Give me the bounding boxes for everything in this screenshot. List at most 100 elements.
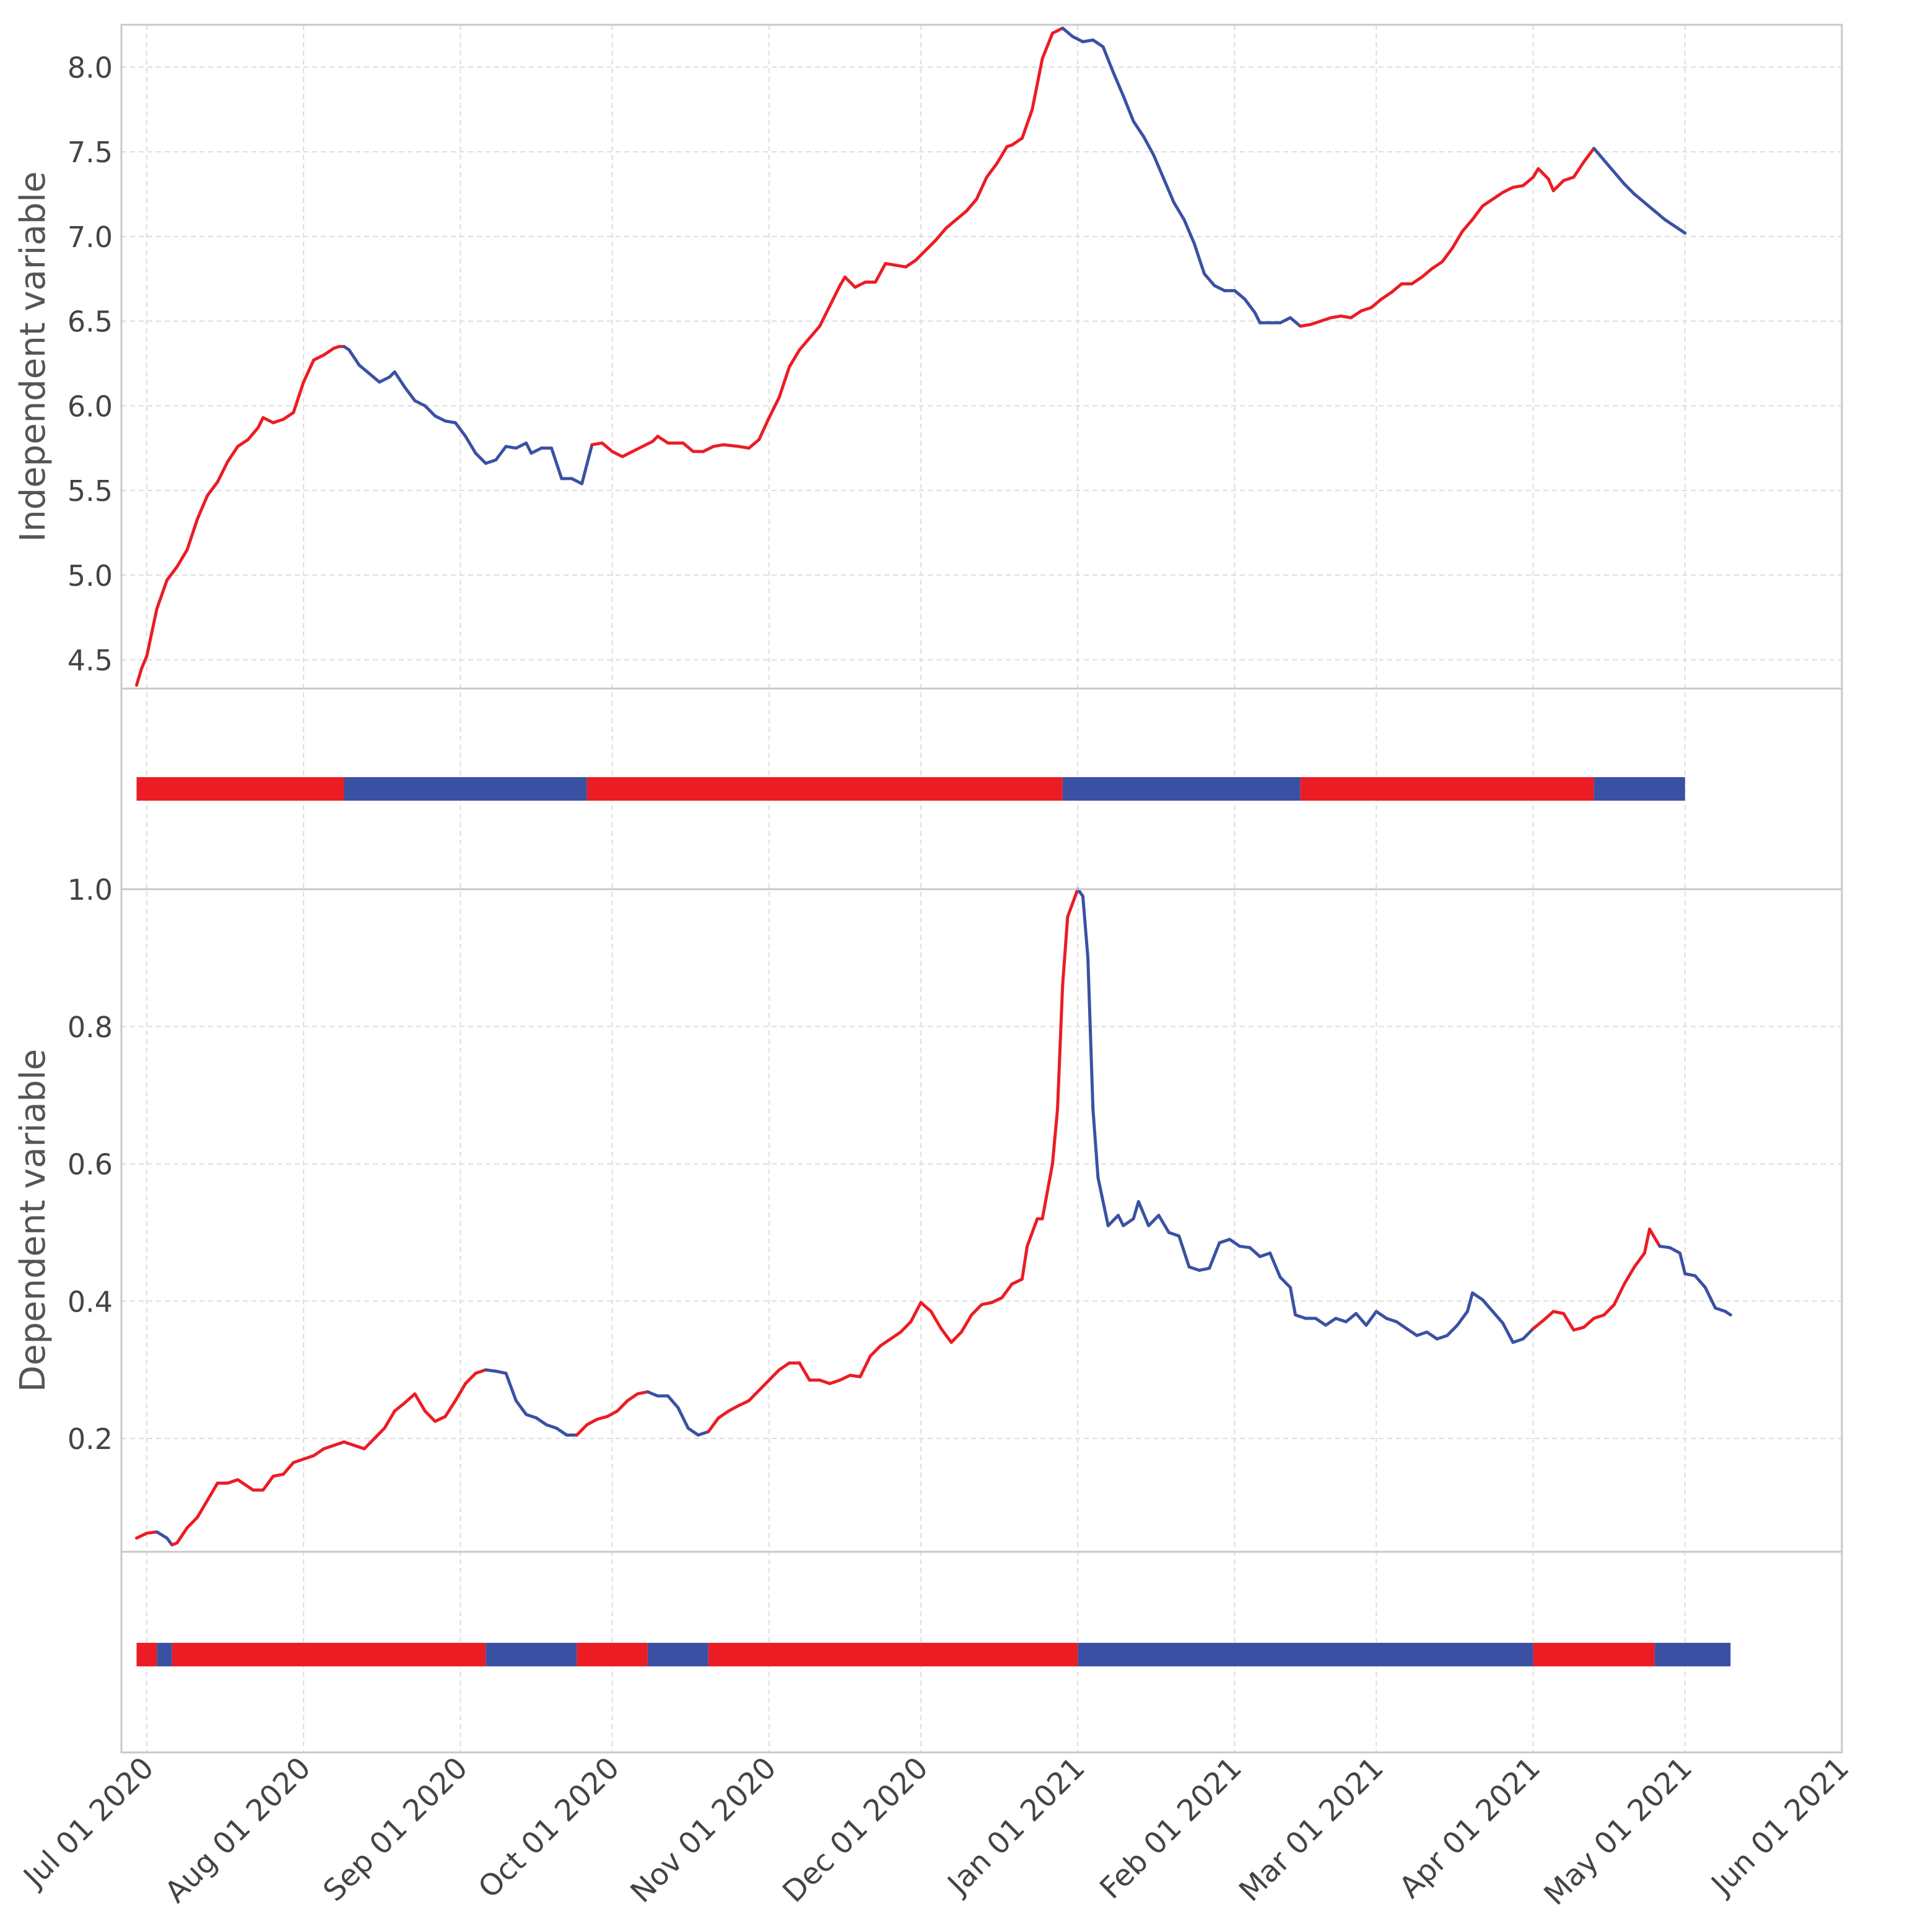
regime-bar-up xyxy=(136,1643,157,1666)
series-segment-up xyxy=(322,1443,336,1451)
series-segment-up xyxy=(474,1368,487,1375)
series-segment-down xyxy=(1344,1312,1358,1324)
regime-bar-up xyxy=(1533,1643,1655,1666)
series-segment-down xyxy=(555,1426,569,1437)
series-segment-down xyxy=(1071,35,1084,43)
series-segment-down xyxy=(1354,1312,1368,1327)
series-segment-down xyxy=(1668,1246,1682,1255)
y-tick-label: 0.8 xyxy=(68,1011,113,1044)
series-segment-up xyxy=(600,441,614,453)
series-segment-down xyxy=(1086,956,1095,1111)
regime-bar-up xyxy=(136,777,344,801)
series-segment-down xyxy=(155,1530,169,1540)
regime-bar-down xyxy=(1078,1643,1533,1666)
series-segment-down xyxy=(1111,71,1125,98)
grid-layer xyxy=(121,25,1842,1752)
y-axis-label: Independent variable xyxy=(13,172,53,542)
series-segment-up xyxy=(575,1423,589,1437)
series-segment-up xyxy=(985,162,999,179)
series-segment-down xyxy=(1658,1245,1672,1250)
series-segment-up xyxy=(342,1440,356,1447)
series-lines-layer xyxy=(135,26,1732,1547)
y-tick-label: 7.5 xyxy=(68,136,113,169)
series-segment-down xyxy=(1455,1310,1469,1327)
series-segment-up xyxy=(185,518,199,552)
series-segment-up xyxy=(828,1378,842,1385)
series-segment-down xyxy=(1132,1200,1140,1221)
y-tick-label: 5.5 xyxy=(68,474,113,508)
series-segment-up xyxy=(1040,1162,1054,1221)
series-segment-up xyxy=(312,353,326,362)
series-segment-down xyxy=(1203,272,1216,287)
series-segment-down xyxy=(1197,1266,1211,1272)
series-segment-up xyxy=(1450,230,1464,250)
series-segment-down xyxy=(1268,1251,1282,1279)
series-segment-up xyxy=(879,1337,892,1347)
series-segment-down xyxy=(1238,1245,1252,1250)
series-segment-down xyxy=(1481,1298,1494,1313)
series-segment-up xyxy=(1562,175,1576,183)
series-segment-down xyxy=(347,348,361,367)
series-segment-up xyxy=(959,1313,974,1334)
series-segment-down xyxy=(1612,170,1626,186)
series-segment-up xyxy=(788,348,801,368)
series-segment-down xyxy=(1703,1286,1717,1310)
series-segment-up xyxy=(256,416,265,430)
series-segment-up xyxy=(403,1392,417,1404)
series-segment-up xyxy=(1420,267,1434,279)
series-segment-down xyxy=(1425,1330,1439,1341)
series-segment-up xyxy=(281,411,295,421)
series-segment-up xyxy=(1349,309,1363,320)
series-segment-up xyxy=(1390,282,1403,294)
series-segment-down xyxy=(1278,316,1292,324)
series-segment-down xyxy=(1288,1286,1297,1316)
series-segment-down xyxy=(378,375,391,384)
series-segment-up xyxy=(798,336,811,352)
series-segment-down xyxy=(1678,1251,1687,1276)
series-segment-down xyxy=(1642,201,1657,213)
series-segment-down xyxy=(1167,1230,1181,1238)
series-segment-down xyxy=(1228,1237,1242,1248)
series-segment-up xyxy=(737,445,751,450)
regime-bars-layer xyxy=(136,777,1731,1666)
series-segment-up xyxy=(899,1320,913,1334)
series-segment-down xyxy=(1172,201,1186,221)
regime-bar-up xyxy=(708,1643,1078,1666)
series-segment-up xyxy=(924,238,938,252)
series-segment-down xyxy=(1435,1334,1449,1341)
series-segment-down xyxy=(1693,1274,1707,1289)
series-segment-up xyxy=(990,1296,1004,1305)
series-segment-down xyxy=(525,441,533,455)
series-segment-down xyxy=(1471,1291,1485,1302)
series-segment-down xyxy=(1385,1316,1398,1324)
series-segment-up xyxy=(383,1409,396,1430)
y-tick-label: 6.0 xyxy=(68,389,113,423)
series-segment-down xyxy=(570,477,584,485)
series-segment-up xyxy=(292,380,305,414)
series-segment-down xyxy=(1106,1214,1120,1227)
regime-bar-down xyxy=(647,1643,709,1666)
series-segment-down xyxy=(550,446,564,481)
series-segment-up xyxy=(1521,175,1535,188)
series-segment-up xyxy=(1491,191,1505,201)
series-segment-down xyxy=(494,445,508,462)
series-segment-up xyxy=(616,1399,629,1413)
series-segment-up xyxy=(196,494,209,521)
series-segment-down xyxy=(1218,1237,1231,1245)
series-segment-up xyxy=(423,1409,437,1423)
panel-frames-layer xyxy=(120,24,1843,1754)
series-segment-down xyxy=(1288,316,1302,328)
series-segment-up xyxy=(944,217,958,230)
series-segment-up xyxy=(443,1399,457,1419)
series-segment-up xyxy=(155,578,169,611)
regime-bar-down xyxy=(1062,777,1301,801)
series-segment-down xyxy=(1714,1306,1727,1313)
series-segment-down xyxy=(580,443,594,485)
series-segment-up xyxy=(261,1474,275,1492)
series-segment-up xyxy=(1430,260,1444,271)
series-segment-up xyxy=(236,438,250,448)
series-segment-up xyxy=(302,1454,315,1461)
series-segment-up xyxy=(919,1301,933,1313)
